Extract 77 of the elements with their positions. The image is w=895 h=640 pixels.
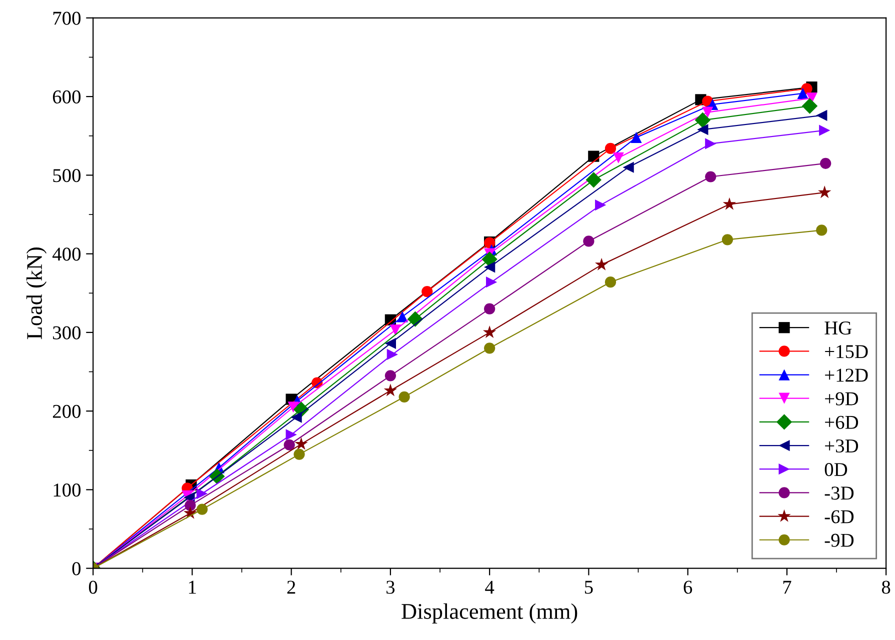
point	[294, 437, 308, 450]
point	[702, 106, 714, 118]
point	[583, 236, 594, 247]
legend-label: +9D	[825, 392, 858, 406]
point	[586, 172, 602, 188]
point	[595, 200, 606, 211]
y-tick-label: 300	[53, 326, 81, 340]
legend-label: +12D	[825, 368, 868, 382]
point	[816, 224, 828, 236]
x-axis-title: Displacement (mm)	[402, 603, 578, 624]
y-tick-label: 500	[53, 168, 81, 182]
point	[820, 158, 832, 169]
point	[284, 439, 295, 450]
y-tick-label: 700	[53, 12, 81, 25]
x-tick-label: 4	[485, 580, 494, 594]
point	[818, 186, 832, 198]
x-tick-label: 2	[287, 580, 296, 594]
legend-label: -9D	[824, 534, 854, 547]
legend-label: +3D	[825, 439, 858, 453]
point	[386, 348, 398, 360]
point	[398, 391, 410, 402]
point	[802, 98, 818, 114]
point	[482, 251, 498, 268]
point	[816, 110, 828, 121]
point	[484, 342, 496, 354]
x-tick-label: 7	[783, 580, 792, 594]
point	[594, 258, 608, 270]
point	[396, 311, 408, 322]
point	[390, 324, 401, 336]
point	[422, 286, 433, 298]
y-tick-label: 200	[52, 404, 81, 418]
point	[697, 124, 708, 136]
point	[384, 384, 398, 396]
point	[484, 303, 496, 314]
x-tick-label: 6	[684, 580, 692, 594]
point	[604, 276, 616, 288]
point	[288, 402, 299, 413]
point	[722, 197, 736, 210]
point	[384, 370, 396, 382]
legend-label: +15D	[825, 345, 868, 358]
point	[797, 88, 808, 99]
legend-label: -6D	[824, 510, 854, 524]
point	[290, 412, 302, 423]
legend-label: 0D	[824, 462, 848, 476]
point	[612, 152, 624, 164]
point	[819, 124, 830, 136]
point	[604, 142, 616, 154]
point	[196, 504, 208, 515]
point	[630, 132, 642, 143]
legend-label: HG	[824, 322, 852, 335]
legend-label: -3D	[824, 486, 854, 500]
y-tick-label: 0	[72, 562, 81, 576]
point	[196, 488, 208, 500]
point	[588, 150, 600, 162]
point	[384, 338, 396, 349]
y-tick-label: 600	[52, 90, 81, 104]
point	[722, 234, 734, 246]
point	[622, 162, 634, 173]
point	[294, 448, 305, 460]
point	[484, 262, 496, 273]
y-tick-label: 100	[54, 484, 81, 497]
point	[407, 311, 424, 327]
y-axis-title: Load (kN)	[26, 248, 47, 340]
x-tick-label: 1	[189, 580, 196, 594]
point	[286, 429, 297, 440]
x-tick-label: 8	[882, 580, 890, 594]
point	[482, 325, 496, 338]
point	[184, 500, 196, 511]
x-tick-label: 0	[88, 580, 98, 594]
y-tick-label: 400	[52, 248, 81, 261]
point	[705, 171, 716, 182]
legend-label: +6D	[825, 416, 858, 429]
point	[694, 112, 711, 128]
point	[486, 276, 498, 288]
point	[705, 138, 716, 150]
x-tick-label: 5	[584, 580, 593, 594]
x-tick-label: 3	[386, 580, 395, 594]
